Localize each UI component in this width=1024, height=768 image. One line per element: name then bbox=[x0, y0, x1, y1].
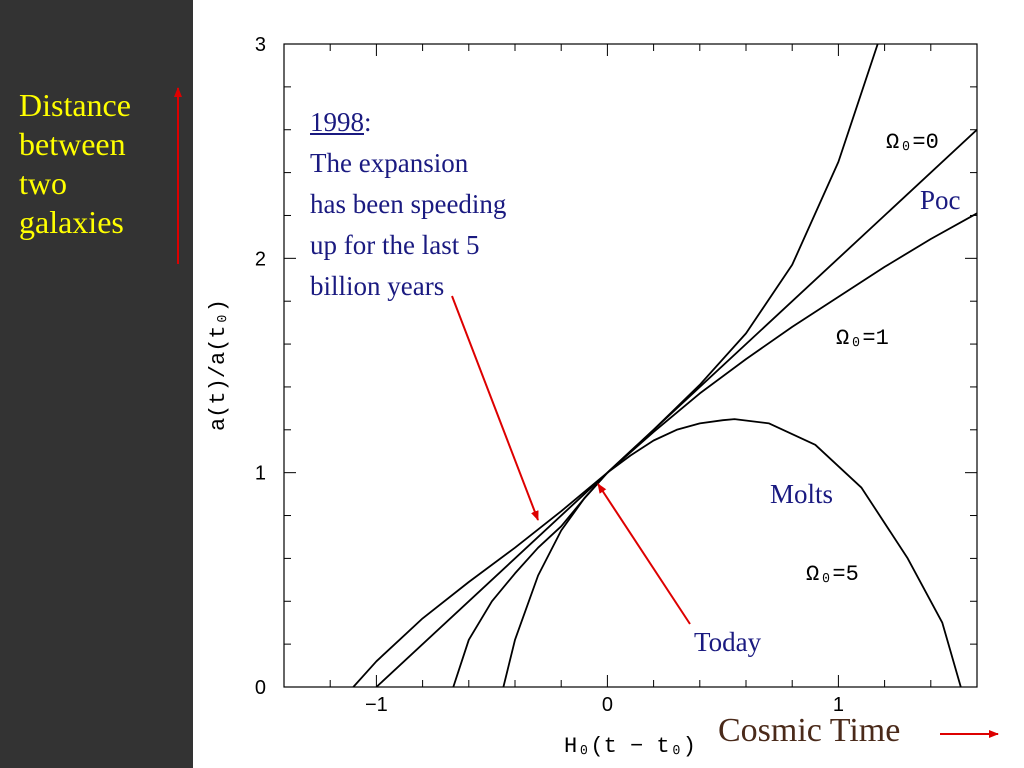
annotation-line: up for the last 5 bbox=[310, 230, 480, 260]
x-axis-label: H₀(t − t₀) bbox=[564, 734, 696, 759]
annotation-line: has been speeding bbox=[310, 189, 507, 219]
cosmic-time-label: Cosmic Time bbox=[718, 712, 901, 749]
series-line bbox=[452, 212, 977, 687]
x-tick-label: −1 bbox=[365, 694, 388, 716]
plot-frame bbox=[283, 43, 978, 688]
annotation-arrow bbox=[451, 295, 539, 521]
x-tick-label: 0 bbox=[602, 694, 613, 716]
series-line bbox=[502, 418, 962, 687]
side-label-line: galaxies bbox=[19, 204, 124, 240]
y-tick-label: 0 bbox=[255, 677, 266, 699]
left-panel: Distance between two galaxies bbox=[0, 0, 193, 768]
y-tick-label: 1 bbox=[255, 463, 266, 485]
side-label-line: two bbox=[19, 165, 67, 201]
annotation-year: 1998 bbox=[310, 107, 364, 137]
side-label: Distance between two galaxies bbox=[19, 86, 169, 242]
annotation-line: The expansion bbox=[310, 148, 469, 178]
series-line bbox=[352, 44, 879, 687]
y-tick-label: 2 bbox=[255, 248, 266, 270]
x-tick-label: 1 bbox=[833, 694, 844, 716]
today-arrow bbox=[597, 483, 691, 625]
series-label: Ω₀=5 bbox=[806, 562, 859, 587]
poc-label: Poc bbox=[920, 185, 961, 215]
today-label: Today bbox=[694, 627, 762, 657]
side-label-line: between bbox=[19, 126, 126, 162]
annotation-line: billion years bbox=[310, 271, 445, 301]
annotation-colon: : bbox=[364, 107, 372, 137]
molts-label: Molts bbox=[770, 479, 834, 509]
y-tick-label: 3 bbox=[255, 34, 266, 56]
plot-area: −1 0 1 0 1 2 3 H₀(t − t₀) a(t)/a(t₀) Ω₀=0 Ω₀=1 Ω₀=5 bbox=[206, 34, 978, 759]
annotation-text: 1998: The expansion has been speeding up… bbox=[310, 102, 506, 307]
side-label-line: Distance bbox=[19, 87, 131, 123]
y-axis-label: a(t)/a(t₀) bbox=[206, 299, 231, 431]
series-label: Ω₀=0 bbox=[886, 130, 939, 155]
series-label: Ω₀=1 bbox=[836, 326, 889, 351]
